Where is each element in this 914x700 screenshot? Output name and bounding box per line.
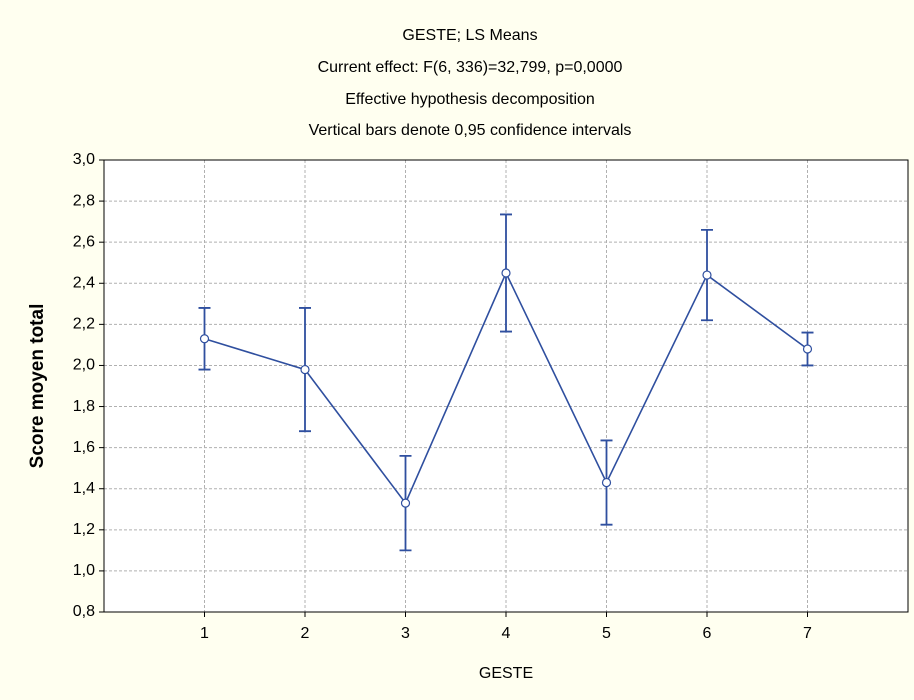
point (501, 268, 511, 278)
point (300, 364, 310, 375)
y-tick-label: 2,4 (73, 274, 95, 291)
point (199, 334, 210, 344)
y-tick-label: 1,4 (73, 480, 95, 497)
chart-subtitle: Effective hypothesis decomposition (345, 91, 595, 108)
point (702, 270, 712, 280)
x-tick-label: 3 (401, 625, 410, 642)
y-tick-label: 1,8 (73, 398, 95, 415)
x-tick-label: 1 (200, 625, 209, 642)
y-tick-label: 3,0 (73, 151, 95, 168)
x-axis-label: GESTE (479, 665, 533, 682)
y-tick-label: 1,6 (73, 439, 95, 456)
chart-title: GESTE; LS Means (402, 27, 537, 44)
x-tick-label: 6 (703, 625, 712, 642)
x-tick-label: 7 (803, 625, 812, 642)
y-tick-label: 1,0 (73, 562, 95, 579)
chart-subtitle: Current effect: F(6, 336)=32,799, p=0,00… (318, 59, 623, 76)
chart-subtitle: Vertical bars denote 0,95 confidence int… (309, 122, 632, 139)
y-axis-label: Score moyen total (27, 304, 48, 469)
y-tick-label: 2,8 (73, 192, 95, 209)
point (601, 477, 612, 488)
y-tick-label: 0,8 (73, 603, 95, 620)
x-tick-label: 4 (502, 625, 511, 642)
y-tick-label: 2,2 (73, 316, 95, 333)
x-tick-label: 5 (602, 625, 611, 642)
plot-border (103, 159, 909, 613)
point (802, 344, 813, 354)
y-tick-label: 1,2 (73, 521, 95, 538)
y-tick-label: 2,6 (73, 233, 95, 250)
x-tick-label: 2 (301, 625, 310, 642)
y-tick-label: 2,0 (73, 357, 95, 374)
point (400, 498, 411, 508)
